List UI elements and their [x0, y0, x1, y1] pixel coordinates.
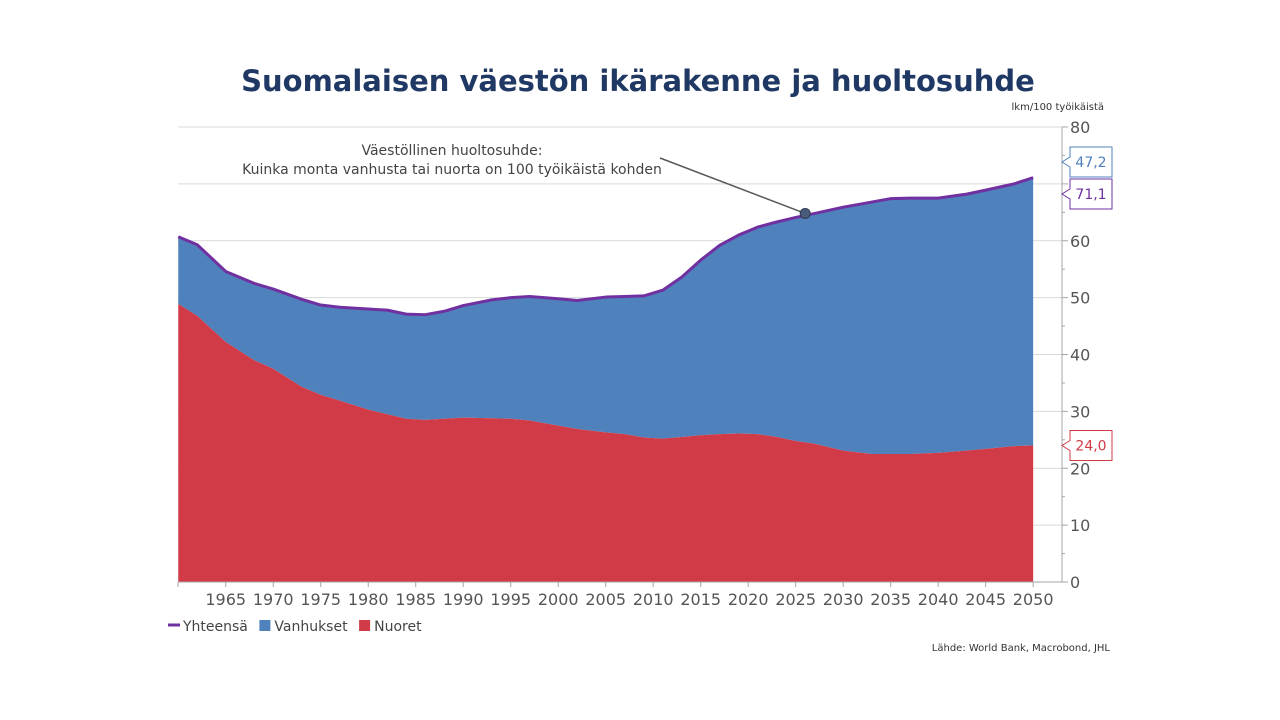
x-tick-label-2040: 2040	[918, 590, 959, 609]
x-tick-label-2020: 2020	[728, 590, 769, 609]
source-note: Lähde: World Bank, Macrobond, JHL	[932, 643, 1111, 654]
x-tick-label-1970: 1970	[253, 590, 294, 609]
chart-title: Suomalaisen väestön ikärakenne ja huolto…	[241, 64, 1035, 98]
x-tick-label-1980: 1980	[348, 590, 389, 609]
annotation-pointer	[659, 157, 806, 215]
x-tick-label-2030: 2030	[823, 590, 864, 609]
y-tick-label-0: 0	[1070, 573, 1080, 592]
callout-value-vanhukset: 47,2	[1075, 155, 1106, 171]
axes: 1965 1970 1975 1980 1985 1990 1995 2000 2005 2010…	[177, 118, 1090, 609]
x-tick-label-2050: 2050	[1013, 590, 1054, 609]
area-series	[178, 177, 1034, 582]
callout-box-nuoret	[1061, 430, 1113, 461]
x-tick-label-2005: 2005	[585, 590, 626, 609]
y-tick-label-80: 80	[1070, 118, 1090, 137]
callout-box-yhteensa	[1061, 178, 1113, 210]
y-tick-label-10: 10	[1070, 516, 1090, 535]
x-tick-label-2010: 2010	[633, 590, 674, 609]
annotation-dot	[799, 207, 811, 219]
y-axis-unit-label: lkm/100 työikäistä	[1012, 102, 1104, 113]
legend-label-vanhukset: Vanhukset	[274, 619, 348, 635]
legend: Yhteensä Vanhukset Nuoret	[168, 619, 422, 635]
value-callouts: 47,2 71,1 24,0	[1061, 146, 1113, 461]
x-tick-label-2035: 2035	[870, 590, 911, 609]
line-series	[177, 176, 1034, 317]
legend-label-nuoret: Nuoret	[374, 619, 422, 635]
x-tick-label-1965: 1965	[205, 590, 246, 609]
y-tick-label-60: 60	[1070, 232, 1090, 251]
y-tick-label-50: 50	[1070, 289, 1090, 308]
legend-swatch-vanhukset	[259, 620, 271, 631]
x-tick-label-1985: 1985	[395, 590, 436, 609]
annotation: Väestöllinen huoltosuhde: Kuinka monta v…	[242, 143, 811, 219]
x-tick-label-2015: 2015	[680, 590, 721, 609]
x-tick-label-1990: 1990	[443, 590, 484, 609]
x-tick-label-2045: 2045	[965, 590, 1006, 609]
y-tick-label-40: 40	[1070, 346, 1090, 365]
annotation-line-1: Väestöllinen huoltosuhde:	[361, 143, 542, 159]
x-tick-label-2025: 2025	[775, 590, 816, 609]
x-tick-label-2000: 2000	[538, 590, 579, 609]
y-tick-label-20: 20	[1070, 459, 1090, 478]
callout-value-nuoret: 24,0	[1075, 439, 1106, 455]
area-nuoret	[178, 303, 1034, 582]
callout-box-vanhukset	[1061, 146, 1113, 178]
legend-swatch-nuoret	[359, 620, 371, 631]
annotation-line-2: Kuinka monta vanhusta tai nuorta on 100 …	[242, 162, 662, 178]
callout-value-yhteensa: 71,1	[1075, 187, 1106, 203]
area-vanhukset	[178, 177, 1034, 455]
x-tick-label-1975: 1975	[300, 590, 341, 609]
legend-label-yhteensa: Yhteensä	[182, 619, 248, 635]
x-tick-label-1995: 1995	[490, 590, 531, 609]
y-tick-label-30: 30	[1070, 402, 1090, 421]
line-yhteensa	[177, 176, 1034, 317]
